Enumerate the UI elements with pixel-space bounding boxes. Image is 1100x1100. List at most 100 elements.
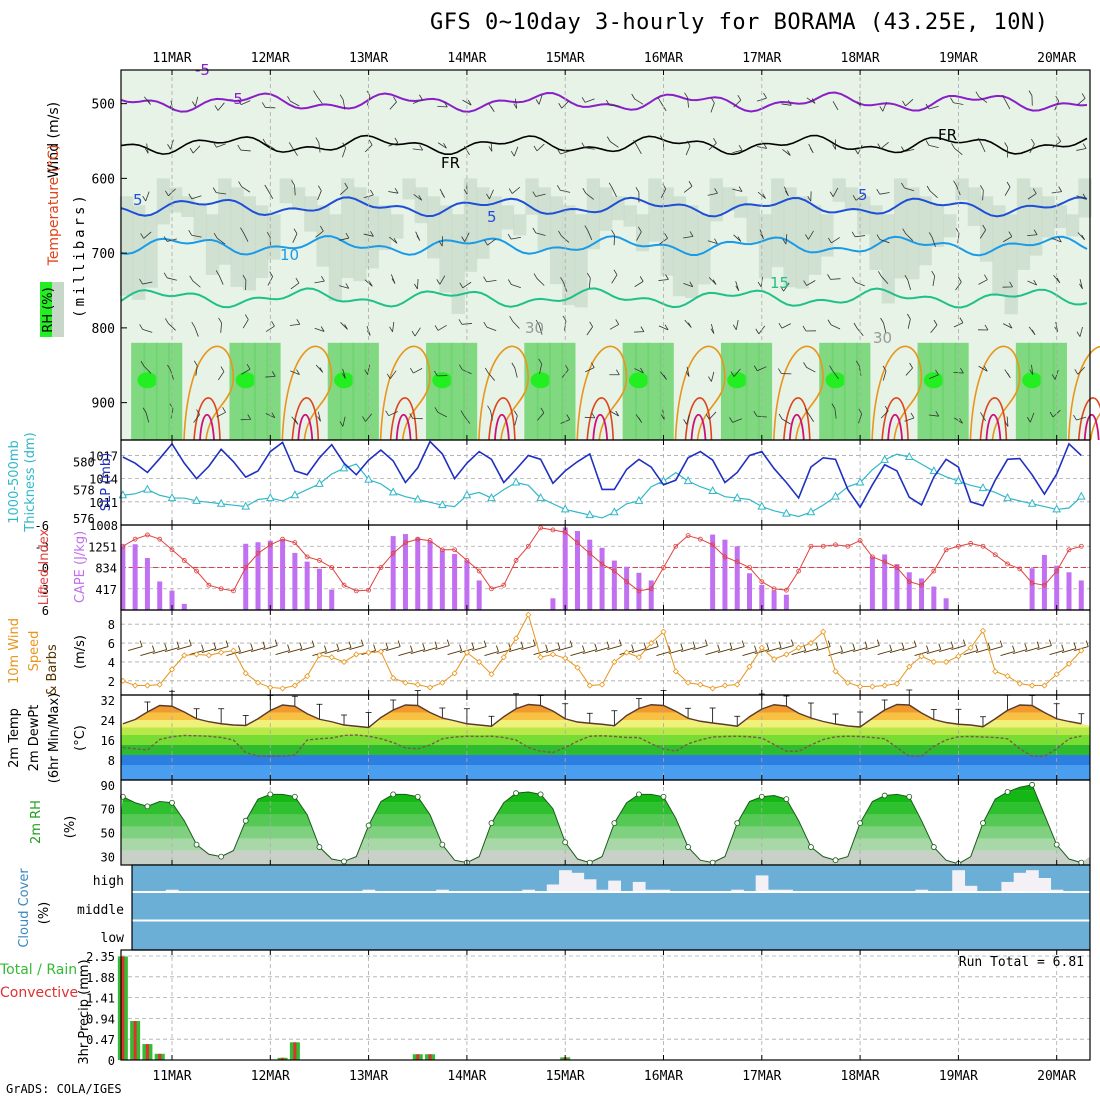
- wind-barb: [609, 369, 620, 376]
- rh-shade-bright: [235, 372, 256, 389]
- axis-label-thickness: Thickness (dm): [23, 432, 38, 532]
- wind-barb-10m: [889, 642, 905, 654]
- rh-point: [685, 844, 691, 850]
- rh-shade: [439, 205, 453, 293]
- precip-convective-bar: [158, 1053, 162, 1060]
- cloud-bar-high: [632, 881, 646, 891]
- lifted-index-point: [415, 536, 421, 542]
- lifted-index-point: [673, 543, 679, 549]
- cloud-bar-high: [657, 889, 671, 891]
- lifted-index-point: [169, 547, 175, 553]
- cloud-bar-high: [571, 872, 585, 891]
- wind-barb: [635, 187, 640, 203]
- axis-label-cape: CAPE (J/kg): [73, 531, 88, 603]
- wind-barb-10m: [496, 643, 512, 655]
- wind-barb: [340, 182, 349, 195]
- rh-point: [562, 839, 569, 846]
- cloud-bar-high: [645, 889, 658, 891]
- lifted-index-point: [1005, 561, 1010, 567]
- wind-barb: [339, 416, 346, 427]
- wind-barb: [807, 191, 812, 202]
- rh-shade-green: [548, 342, 564, 440]
- isotherm-loop: [395, 414, 412, 441]
- rh-shade-green: [831, 342, 846, 440]
- isotherm-loop: [494, 414, 510, 441]
- rh-shade: [955, 178, 969, 201]
- wind-barb: [242, 314, 249, 329]
- wind-barb: [513, 98, 518, 109]
- cape-bar: [1066, 572, 1072, 610]
- wind-barb: [1028, 326, 1036, 336]
- rh-shade-green: [536, 342, 551, 440]
- cape-bar: [1041, 554, 1047, 610]
- cape-bar: [722, 539, 728, 610]
- wind-speed-point: [648, 639, 655, 647]
- cloud-bar-high: [755, 875, 769, 891]
- rh-shade: [1029, 187, 1043, 256]
- isotherm-loop: [788, 414, 805, 441]
- y-tick-label-slp: 1014: [89, 473, 118, 487]
- cloud-bar-high: [780, 889, 794, 891]
- y-tick-label: 30: [101, 851, 115, 865]
- wind-barb: [877, 271, 889, 285]
- rh-band: [121, 814, 1090, 827]
- rh-shade-green: [929, 342, 945, 440]
- wind-barb: [434, 407, 447, 418]
- rh-shade: [169, 187, 183, 213]
- minmax-whisker: [365, 712, 372, 728]
- rh-point: [930, 844, 937, 850]
- date-label-top: 20MAR: [1037, 51, 1076, 66]
- wind-barb: [288, 142, 298, 156]
- wind-barb: [905, 362, 913, 376]
- wind-speed-point: [906, 663, 913, 670]
- wind-barb: [364, 364, 370, 375]
- lifted-index-point: [869, 554, 875, 560]
- wind-speed-point: [230, 647, 237, 654]
- wind-barb: [189, 275, 201, 288]
- cape-bar: [648, 580, 654, 610]
- lifted-index-point: [624, 579, 630, 585]
- rh-shade: [807, 205, 822, 275]
- rh-point: [1029, 781, 1036, 788]
- rh-point: [660, 793, 667, 800]
- wind-barb: [858, 408, 863, 424]
- wind-barb: [733, 234, 742, 242]
- wind-barb: [437, 142, 447, 149]
- rh-shade-green: [1040, 342, 1055, 440]
- wind-barb: [975, 91, 988, 103]
- cloud-bar-high: [964, 885, 978, 891]
- minmax-whisker: [1078, 713, 1085, 724]
- cape-bar: [120, 545, 126, 610]
- minmax-whisker: [316, 703, 323, 720]
- wind-speed-point: [820, 628, 827, 635]
- wind-barb-10m: [730, 640, 745, 652]
- lifted-index-point: [894, 565, 900, 570]
- wind-barb-10m: [594, 641, 610, 653]
- wind-barb: [514, 410, 518, 426]
- isotherm-loop: [979, 397, 1008, 441]
- wind-barb: [851, 231, 866, 238]
- axis-label-millibars: (millibars): [72, 192, 88, 318]
- wind-barb: [1002, 281, 1013, 288]
- isotherm-loop: [881, 397, 909, 441]
- y-tick-label-thickness: 576: [73, 512, 95, 526]
- cape-bar: [759, 585, 765, 610]
- wind-barb-10m: [324, 643, 340, 655]
- rh-shade: [427, 196, 441, 259]
- thickness-point: [192, 495, 201, 504]
- lifted-index-point: [403, 540, 408, 546]
- lifted-index-point: [280, 536, 285, 542]
- minmax-whisker: [1029, 695, 1036, 706]
- wind-barb: [264, 184, 274, 199]
- thickness-point: [216, 498, 226, 507]
- thickness-point: [143, 484, 152, 493]
- cloud-bar-high: [608, 880, 621, 891]
- wind-speed-point: [267, 684, 274, 691]
- lifted-index-point: [292, 540, 298, 546]
- lifted-index-point: [206, 582, 212, 588]
- axis-label-convective: Convective: [0, 985, 78, 1001]
- rh-point: [1004, 789, 1011, 795]
- wind-barb: [979, 185, 984, 201]
- y-tick-label: 32: [101, 694, 115, 708]
- lifted-index-point: [1078, 543, 1084, 549]
